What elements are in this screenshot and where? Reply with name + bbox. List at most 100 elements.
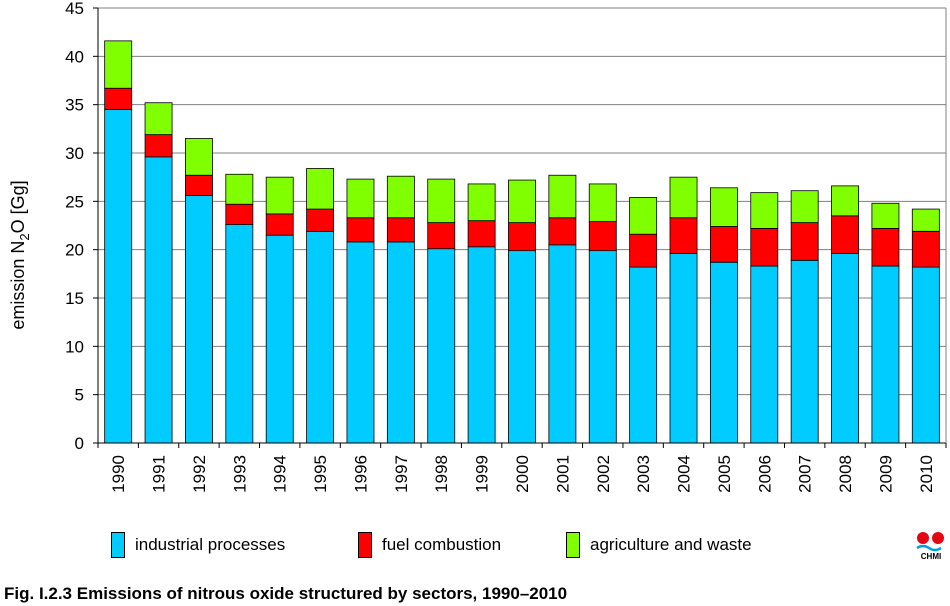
y-axis-label-sub: 2 [17, 233, 32, 240]
x-tick-label: 2006 [755, 455, 774, 493]
bar-segment-fuel [709, 226, 738, 263]
figure-caption: Fig. I.2.3 Emissions of nitrous oxide st… [4, 584, 568, 603]
legend-item-agriculture: agriculture and waste [566, 532, 752, 558]
y-axis-label-main: emission N [8, 241, 28, 330]
bar-segment-industrial [386, 241, 415, 444]
bar-segment-industrial [790, 259, 819, 444]
y-tick-label: 15 [65, 289, 84, 308]
y-tick-label: 0 [75, 434, 84, 453]
bar-segment-fuel [831, 215, 859, 254]
bar-segment-industrial [427, 248, 456, 444]
bar-segment-agriculture [225, 173, 254, 205]
bar-segment-industrial [629, 266, 658, 444]
legend-swatch-agriculture [566, 532, 580, 558]
bar-segment-industrial [831, 253, 859, 444]
bar-segment-industrial [709, 261, 738, 444]
bar-segment-fuel [427, 222, 456, 250]
legend-label-fuel: fuel combustion [382, 535, 502, 554]
bar-segment-agriculture [508, 179, 536, 223]
bar-segment-fuel [346, 217, 375, 243]
x-tick-label: 2005 [715, 455, 734, 493]
logo-text: CHMI [920, 552, 942, 561]
bar-segment-agriculture [386, 175, 415, 219]
y-tick-label: 40 [65, 47, 84, 66]
bar-segment-industrial [588, 250, 617, 444]
bar-segment-agriculture [588, 183, 617, 223]
bar-segment-fuel [104, 87, 133, 110]
x-tick-label: 1990 [109, 455, 128, 493]
y-tick-label: 5 [75, 386, 84, 405]
bar-segment-agriculture [709, 187, 738, 227]
bar-segment-fuel [871, 227, 900, 267]
legend: industrial processes fuel combustion agr… [0, 532, 950, 562]
bar-segment-agriculture [669, 176, 698, 219]
bar-segment-industrial [346, 241, 375, 444]
bar-segment-agriculture [306, 168, 335, 210]
x-tick-label: 2003 [634, 455, 653, 493]
bar-segment-agriculture [629, 197, 658, 235]
bar-segment-industrial [306, 230, 335, 444]
y-axis-label: emission N2O [Gg] [8, 180, 32, 329]
bar-segment-industrial [548, 244, 577, 444]
bar-segment-industrial [508, 250, 536, 444]
bar-segment-agriculture [265, 176, 294, 215]
bar-segment-fuel [669, 217, 698, 254]
bar-segment-fuel [911, 230, 940, 268]
bar-segment-fuel [386, 217, 415, 243]
bar-segment-industrial [185, 195, 213, 444]
x-tick-label: 1994 [271, 455, 290, 493]
bar-segment-agriculture [144, 102, 173, 136]
bar-segment-fuel [265, 213, 294, 236]
x-tick-label: 1993 [230, 455, 249, 493]
bar-segment-industrial [144, 156, 173, 444]
bar-segment-fuel [588, 221, 617, 252]
bar-segment-fuel [306, 208, 335, 232]
bar-segment-fuel [548, 217, 577, 246]
bar-segment-fuel [750, 227, 779, 267]
x-tick-label: 2009 [876, 455, 895, 493]
y-axis-label-end: O [Gg] [8, 180, 28, 233]
bar-segment-industrial [225, 224, 254, 444]
y-tick-label: 10 [65, 337, 84, 356]
bar-segment-industrial [750, 265, 779, 444]
x-tick-label: 1992 [190, 455, 209, 493]
stacked-bar-chart: emission N2O [Gg] 0 5 10 15 20 25 30 35 40 45 1990… [8, 0, 947, 493]
x-tick-label: 2008 [836, 455, 855, 493]
bar-segment-industrial [669, 253, 698, 444]
y-tick-label: 35 [65, 96, 84, 115]
bar-segment-industrial [911, 266, 940, 444]
bar-segment-agriculture [911, 208, 940, 232]
x-tick-label: 2007 [796, 455, 815, 493]
bar-segment-fuel [225, 203, 254, 225]
bar-segment-fuel [185, 174, 213, 196]
bar-segment-agriculture [185, 138, 213, 176]
bar-segment-agriculture [346, 178, 375, 219]
bar-segment-agriculture [427, 178, 456, 224]
x-tick-label: 2004 [675, 455, 694, 493]
x-tick-label: 1998 [432, 455, 451, 493]
x-tick-label: 1997 [392, 455, 411, 493]
x-tick-label: 2002 [594, 455, 613, 493]
bar-segment-agriculture [750, 192, 779, 229]
bar-segment-industrial [467, 246, 496, 444]
y-tick-label: 20 [65, 241, 84, 260]
x-tick-label: 1999 [473, 455, 492, 493]
x-tick-label: 2000 [513, 455, 532, 493]
legend-item-fuel: fuel combustion [358, 532, 501, 558]
y-tick-label: 25 [65, 192, 84, 211]
bar-segment-industrial [104, 109, 133, 444]
legend-label-agriculture: agriculture and waste [590, 535, 752, 554]
x-tick-label: 1996 [351, 455, 370, 493]
bar-segment-fuel [629, 233, 658, 268]
chmi-logo: CHMI [915, 530, 947, 566]
bar-segment-agriculture [790, 190, 819, 223]
x-tick-label: 2001 [553, 455, 572, 493]
legend-swatch-industrial [111, 532, 125, 558]
bar-segment-industrial [265, 234, 294, 444]
x-tick-label: 1995 [311, 455, 330, 493]
bar-segment-agriculture [467, 183, 496, 222]
bar-segment-fuel [144, 134, 173, 158]
legend-swatch-fuel [358, 532, 372, 558]
bar-segment-fuel [790, 222, 819, 261]
bar-segment-industrial [871, 265, 900, 444]
